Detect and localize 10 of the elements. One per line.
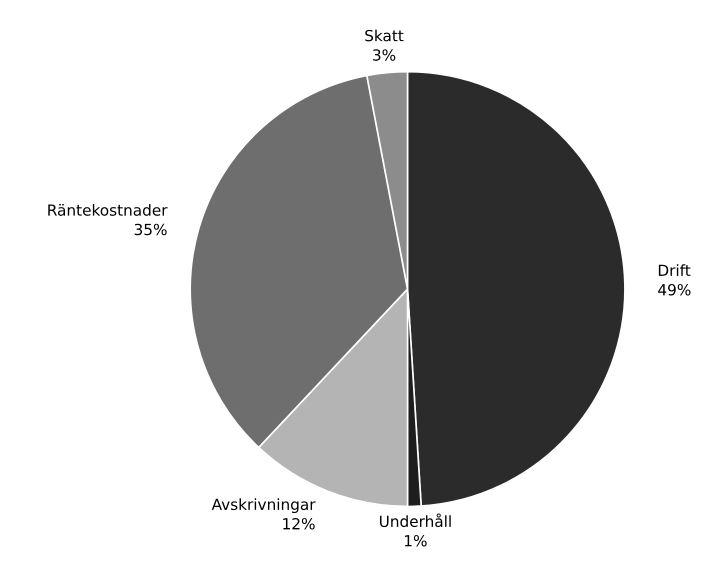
data-label: 3% [373, 49, 396, 61]
slice-label: Drift [658, 264, 690, 276]
slice-label: Skatt [365, 30, 404, 42]
slice-label: Räntekostnader [48, 204, 168, 216]
data-label: 35% [134, 224, 167, 236]
slice-label: Underhåll [380, 513, 451, 528]
slice-label: Avskrivningar [212, 498, 316, 514]
data-label: 49% [658, 284, 691, 296]
data-label: 1% [404, 534, 427, 547]
data-label: 12% [283, 518, 315, 530]
